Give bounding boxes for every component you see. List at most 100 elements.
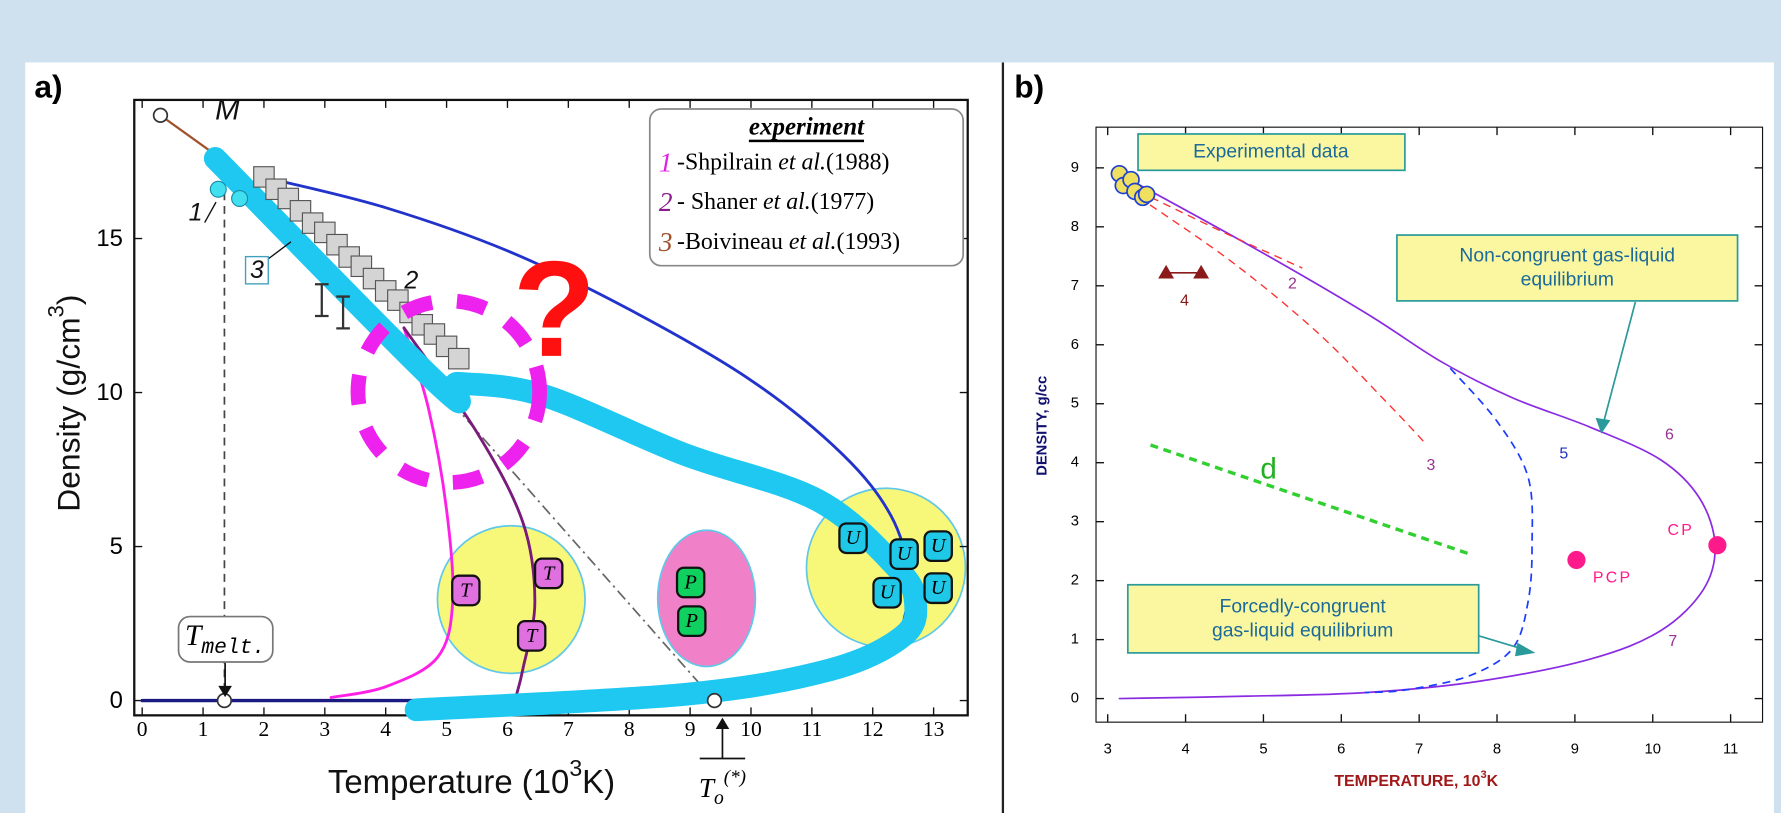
annotation: 2 [1288,275,1297,292]
annotation: M [215,94,240,127]
data-point [1708,536,1727,555]
note-text: Experimental data [1193,142,1349,163]
annotation: 3 [1427,457,1436,474]
phase-badge [923,572,953,605]
legend-entry-part: et al. [789,229,837,255]
y-axis-label-part: Density (g/cm [50,317,86,511]
panel-b-curves [1095,126,1764,723]
phase-badge [838,522,868,555]
plot-area [1095,126,1764,723]
data-point [336,295,350,330]
phase-label: U [931,577,947,599]
data-point [152,107,169,123]
x-tick-label: 3 [1104,741,1112,757]
data-point [1193,264,1210,279]
x-tick-label: 4 [380,717,391,741]
curve [1364,367,1534,694]
curve [1149,443,1471,556]
legend-number: 3 [658,227,673,257]
arrow-head [218,685,232,698]
annotation: CP [1667,522,1694,539]
legend-entry-part: et al. [763,189,811,215]
x-tick-label: 9 [685,717,696,741]
pointer [204,201,217,223]
y-tick-label: 15 [96,225,123,252]
t-zero-label: To(*) [699,767,746,809]
x-tick-label: 10 [1645,741,1661,757]
y-tick-label: 0 [110,687,123,714]
legend-entry-part: - Shaner [677,189,763,215]
x-tick-label: 1 [198,717,209,741]
x-tick-label: 7 [1415,741,1423,757]
annotation: 7 [1668,633,1677,650]
phase-badge [923,530,953,563]
panel-title: a) [34,68,62,104]
legend-entry-part: (1988) [826,149,890,175]
y-axis-label: Density (g/cm3) [43,294,86,511]
phase-label: P [683,571,696,593]
highlight-circle [350,293,548,490]
phase-label: T [543,562,556,584]
annotation: 2 [403,266,418,294]
plot-area [133,98,969,717]
phase-badge [533,557,564,590]
t-zero-label-part: o [714,788,724,809]
y-tick-label: 1 [1071,632,1079,648]
annotation: 4 [1180,292,1189,309]
phase-badge [872,576,902,609]
note-text: Forcedly-congruent [1220,596,1387,617]
x-axis-label-part: K) [582,763,615,800]
x-axis-label-part: 3 [1480,769,1486,781]
curve [203,147,928,722]
annotation: ? [513,233,596,385]
x-axis-label: Temperature (103K) [328,755,615,800]
y-tick-label: 4 [1071,455,1079,471]
y-tick-label: 7 [1071,278,1079,294]
y-tick-label: 10 [96,379,123,406]
y-axis-label-part: DENSITY, g/cc [1035,376,1051,476]
arrow-head [1515,642,1536,657]
legend-entry-part: (1993) [837,229,901,255]
legend-entry: -Boivineau et al.(1993) [677,229,900,255]
data-point [1137,185,1156,204]
legend-number: 1 [659,147,673,177]
data-point [209,180,227,198]
curve [1138,196,1428,446]
y-axis-label: DENSITY, g/cc [1035,376,1051,476]
y-tick-label: 2 [1071,573,1079,589]
note-text: gas-liquid equilibrium [1212,620,1393,641]
x-tick-label: 0 [137,717,148,741]
y-tick-label: 0 [1071,691,1079,707]
y-axis-label-part: ) [50,294,86,305]
annotation: PCP [1593,569,1632,586]
phase-badge [516,619,547,652]
x-axis-label-part: TEMPERATURE, 10 [1334,773,1480,790]
x-axis-label-part: 3 [569,755,582,781]
phase-label: U [897,543,913,565]
x-tick-label: 8 [624,717,635,741]
x-axis-label: TEMPERATURE, 103K [1334,769,1498,790]
data-square [447,347,470,370]
x-tick-label: 11 [1723,741,1738,757]
panel-a-curves [133,98,969,722]
x-tick-label: 7 [563,717,574,741]
t-zero-label-part: (*) [724,767,746,788]
x-tick-label: 10 [740,717,762,741]
y-tick-label: 6 [1071,337,1079,353]
t-melt-box [177,615,274,663]
x-tick-label: 5 [441,717,452,741]
label-box [244,255,269,285]
phase-label: P [685,610,698,632]
x-tick-label: 6 [1337,741,1345,757]
x-axis-label-part: K [1487,773,1499,790]
phase-label: U [846,527,862,549]
x-tick-label: 9 [1571,741,1579,757]
phase-label: U [931,535,947,557]
note-box [1396,234,1739,302]
x-tick-label: 5 [1259,741,1267,757]
t-zero-label-part: T [699,773,716,803]
x-tick-label: 4 [1181,741,1189,757]
annotation: d [1260,452,1276,485]
annotation: 5 [1559,446,1568,463]
